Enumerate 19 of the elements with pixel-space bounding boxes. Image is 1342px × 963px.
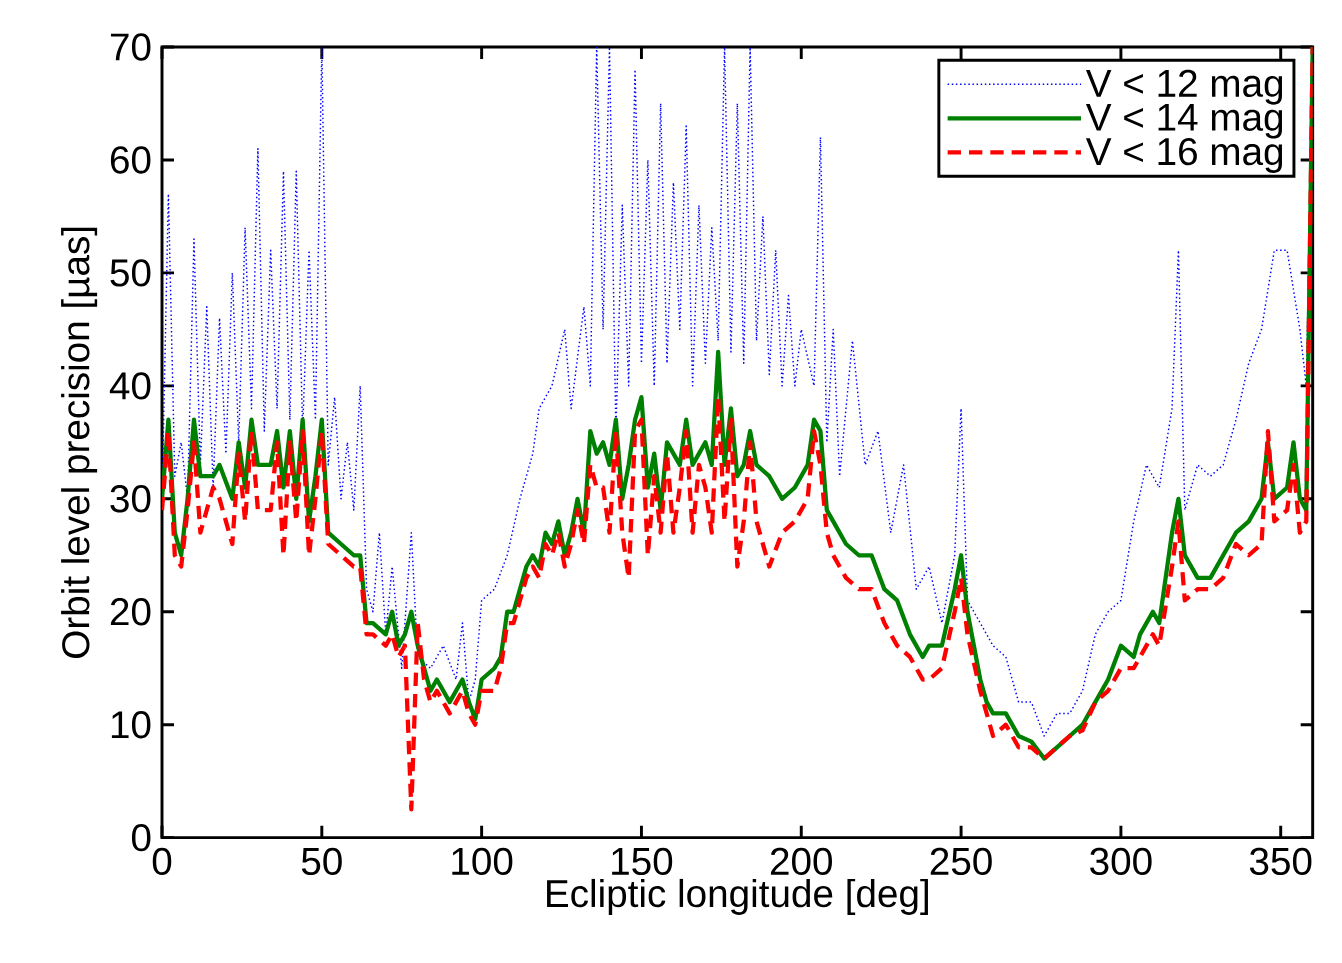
x-axis-title: Ecliptic longitude [deg] [547, 878, 928, 915]
x-tick-label: 0 [152, 847, 172, 876]
y-axis-title: Orbit level precision [µas] [61, 227, 98, 658]
legend-label: V < 12 mag [1085, 69, 1283, 105]
y-tick-label: 20 [110, 598, 151, 626]
y-tick-label: 30 [110, 485, 151, 513]
x-tick-label: 300 [1090, 847, 1152, 876]
x-tick-label: 50 [301, 847, 342, 876]
y-tick-label: 50 [110, 259, 151, 287]
y-tick-label: 60 [110, 146, 151, 174]
x-tick-label: 200 [770, 847, 832, 876]
x-tick-label: 250 [930, 847, 992, 876]
y-tick-label: 40 [109, 372, 151, 400]
y-tick-label: 0 [131, 823, 151, 852]
x-tick-label: 150 [612, 847, 673, 876]
y-tick-label: 70 [110, 33, 151, 61]
x-tick-label: 100 [452, 847, 513, 876]
y-tick-label: 10 [111, 711, 151, 739]
x-tick-label: 350 [1249, 847, 1312, 876]
